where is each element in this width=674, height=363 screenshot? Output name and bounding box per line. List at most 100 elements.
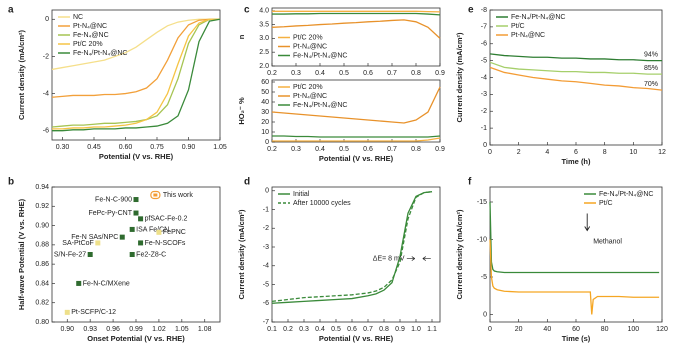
- y-tick-label: 0: [265, 139, 269, 146]
- y-tick-label: -15: [477, 199, 487, 206]
- point-label: Pt-SCFP/C-12: [71, 309, 116, 316]
- y-tick-label: 2.5: [259, 49, 269, 56]
- y-tick-label: -7: [481, 24, 487, 31]
- scatter-point: [156, 229, 162, 235]
- data-line: [272, 10, 441, 13]
- plot-frame: [489, 186, 663, 323]
- x-tick-label: 1.1: [427, 326, 437, 333]
- x-tick-label: 0.6: [347, 326, 357, 333]
- x-tick-label: 0.30: [56, 144, 70, 151]
- y-axis-title: Current density (mA/cm²): [17, 29, 26, 120]
- y-tick-label: -5: [481, 274, 487, 281]
- x-tick-label: 0.8: [411, 146, 421, 153]
- x-tick-label: 0.45: [87, 144, 101, 151]
- annotation-arrow: [406, 256, 431, 261]
- legend-label: Pt/C 20%: [293, 34, 323, 41]
- x-tick-label: 2: [517, 149, 521, 156]
- x-tick-label: 0.5: [331, 326, 341, 333]
- y-tick-label: -8: [481, 7, 487, 14]
- x-tick-label: 0.3: [291, 70, 301, 77]
- panel-label: f: [468, 177, 472, 188]
- y-tick-label: -3: [263, 244, 269, 251]
- y-axis-title: HO₂⁻ %: [237, 97, 246, 125]
- y-tick-label: 60: [261, 79, 269, 86]
- annotation: Methanol: [593, 238, 622, 245]
- x-tick-label: 12: [658, 149, 666, 156]
- x-tick-label: 0.8: [411, 70, 421, 77]
- x-tick-label: 4: [545, 149, 549, 156]
- y-tick-label: 3.0: [259, 35, 269, 42]
- y-tick-label: -2: [43, 53, 49, 60]
- x-tick-label: 0.1: [267, 326, 277, 333]
- y-tick-label: -10: [477, 236, 487, 243]
- x-tick-label: 0.6: [363, 70, 373, 77]
- legend-label: Fe-N₄/Pt-N₄@NC: [293, 102, 347, 109]
- legend-label: Fe-N₄/Pt-N₄@NC: [73, 50, 127, 57]
- note-icon-dot: [153, 193, 158, 197]
- y-tick-label: 0.94: [35, 184, 49, 191]
- x-axis-title: Time (s): [562, 334, 591, 343]
- point-label: Fe2-Z8-C: [136, 251, 166, 258]
- x-tick-label: 0.3: [291, 146, 301, 153]
- y-tick-label: 0: [483, 142, 487, 149]
- y-tick-label: -1: [481, 125, 487, 132]
- x-tick-label: 1.02: [152, 326, 166, 333]
- x-axis-title: Potential (V vs. RHE): [319, 154, 394, 163]
- x-tick-label: 0.6: [363, 146, 373, 153]
- panel-label: d: [244, 177, 250, 188]
- data-line: [51, 18, 220, 71]
- x-tick-label: 0.7: [363, 326, 373, 333]
- x-tick-label: 1.05: [175, 326, 189, 333]
- x-axis-title: Time (h): [561, 157, 591, 166]
- point-label: Fe-N-SCOFs: [145, 240, 186, 247]
- y-tick-label: -2: [481, 108, 487, 115]
- y-tick-label: 3.5: [259, 21, 269, 28]
- data-line: [51, 18, 220, 128]
- x-axis-title: Potential (V vs. RHE): [319, 334, 394, 343]
- annotation: 70%: [644, 81, 658, 88]
- legend-label: Fe-N₄/Pt-N₄@NC: [599, 191, 653, 198]
- scatter-point: [95, 240, 101, 246]
- scatter-point: [76, 280, 82, 286]
- point-label: Fe-N SAs/NPC: [71, 234, 118, 241]
- x-tick-label: 0.3: [299, 326, 309, 333]
- y-axis-title: n: [237, 34, 246, 39]
- x-tick-label: 0.99: [129, 326, 143, 333]
- data-line: [271, 86, 441, 124]
- point-label: FePc-Py-CNT: [88, 210, 132, 217]
- y-tick-label: 0: [45, 16, 49, 23]
- x-tick-label: 0.60: [119, 144, 133, 151]
- legend-label: After 10000 cycles: [293, 200, 351, 207]
- y-axis-title: Current density (mA/cm²): [237, 209, 246, 300]
- annotation: 94%: [644, 51, 658, 58]
- y-tick-label: -6: [481, 41, 487, 48]
- x-tick-label: 0.75: [150, 144, 164, 151]
- x-tick-label: 0.96: [106, 326, 120, 333]
- scatter-point: [133, 210, 139, 216]
- y-tick-label: -5: [263, 281, 269, 288]
- x-tick-label: 0.9: [435, 70, 445, 77]
- x-tick-label: 0.4: [315, 70, 325, 77]
- x-tick-label: 0.5: [339, 70, 349, 77]
- point-label: Fe-N-C/MXene: [83, 280, 130, 287]
- annotation-arrow: [584, 213, 591, 232]
- annotation: 85%: [644, 65, 658, 72]
- data-line: [271, 191, 433, 303]
- x-axis-title: Potential (V vs. RHE): [99, 152, 174, 161]
- x-tick-label: 0.4: [315, 326, 325, 333]
- y-tick-label: 40: [261, 99, 269, 106]
- legend-label: Fe-N₄/Pt-N₄@NC: [293, 52, 347, 59]
- x-tick-label: 0: [488, 149, 492, 156]
- y-axis-title: Current density (mA/cm²): [455, 32, 464, 123]
- y-tick-label: -7: [263, 319, 269, 326]
- y-tick-label: 0: [265, 188, 269, 195]
- x-tick-label: 0.90: [60, 326, 74, 333]
- x-tick-label: 10: [629, 149, 637, 156]
- x-tick-label: 0.4: [315, 146, 325, 153]
- point-label: FePNC: [163, 229, 186, 236]
- point-label: pfSAC-Fe-0.2: [145, 216, 188, 223]
- data-line: [489, 61, 662, 75]
- y-tick-label: 0.90: [35, 222, 49, 229]
- x-tick-label: 0.5: [339, 146, 349, 153]
